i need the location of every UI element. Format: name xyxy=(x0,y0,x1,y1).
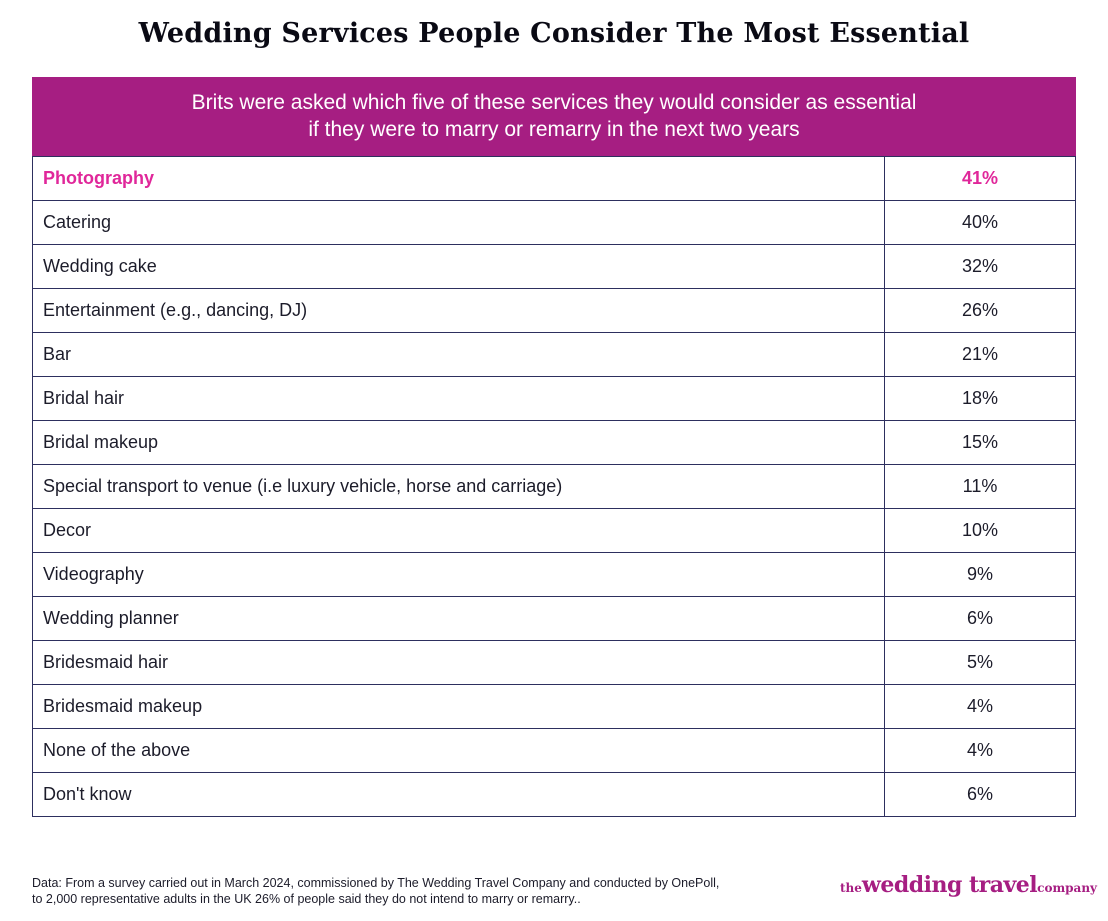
row-value: 26% xyxy=(884,288,1076,333)
row-value: 41% xyxy=(884,156,1076,201)
row-value: 6% xyxy=(884,596,1076,641)
table-row: Don't know 6% xyxy=(32,772,1076,817)
row-value: 4% xyxy=(884,684,1076,729)
table-row: Decor 10% xyxy=(32,508,1076,553)
row-label: Catering xyxy=(32,200,885,245)
row-value: 11% xyxy=(884,464,1076,509)
table-row: Videography 9% xyxy=(32,552,1076,597)
row-label: Bridal makeup xyxy=(32,420,885,465)
table-row: Bar 21% xyxy=(32,332,1076,377)
table-row: None of the above 4% xyxy=(32,728,1076,773)
table-row: Wedding cake 32% xyxy=(32,244,1076,289)
table-row: Bridal hair 18% xyxy=(32,376,1076,421)
row-label: Photography xyxy=(32,156,885,201)
banner-line-1: Brits were asked which five of these ser… xyxy=(191,91,917,114)
brand-logo: thewedding travelcompany xyxy=(840,872,1097,902)
table-banner: Brits were asked which five of these ser… xyxy=(32,77,1076,156)
row-label: Bridesmaid hair xyxy=(32,640,885,685)
row-label: Wedding cake xyxy=(32,244,885,289)
table-row: Special transport to venue (i.e luxury v… xyxy=(32,464,1076,509)
row-value: 40% xyxy=(884,200,1076,245)
row-label: Entertainment (e.g., dancing, DJ) xyxy=(32,288,885,333)
survey-table: Brits were asked which five of these ser… xyxy=(32,77,1076,846)
table-row: Bridal makeup 15% xyxy=(32,420,1076,465)
row-value: 6% xyxy=(884,772,1076,817)
row-value: 18% xyxy=(884,376,1076,421)
logo-main: wedding travel xyxy=(861,872,1038,898)
data-table: Photography 41% Catering 40% Wedding cake 32%… xyxy=(32,156,1076,817)
row-label: Wedding planner xyxy=(32,596,885,641)
row-label: Bridal hair xyxy=(32,376,885,421)
row-label: Special transport to venue (i.e luxury v… xyxy=(32,464,885,509)
row-label: Don't know xyxy=(32,772,885,817)
footnote-line-2: to 2,000 representative adults in the UK… xyxy=(32,892,581,906)
banner-line-2: if they were to marry or remarry in the … xyxy=(308,118,800,141)
row-value: 32% xyxy=(884,244,1076,289)
row-label: Videography xyxy=(32,552,885,597)
table-body: Photography 41% Catering 40% Wedding cake 32%… xyxy=(32,156,1076,817)
row-value: 15% xyxy=(884,420,1076,465)
table-row: Bridesmaid makeup 4% xyxy=(32,684,1076,729)
table-row: Bridesmaid hair 5% xyxy=(32,640,1076,685)
source-footnote: Data: From a survey carried out in March… xyxy=(32,875,792,907)
logo-prefix: the xyxy=(840,881,862,895)
row-label: Bar xyxy=(32,332,885,377)
row-value: 10% xyxy=(884,508,1076,553)
table-row: Wedding planner 6% xyxy=(32,596,1076,641)
footnote-line-1: Data: From a survey carried out in March… xyxy=(32,876,720,890)
table-row: Photography 41% xyxy=(32,156,1076,201)
row-label: Bridesmaid makeup xyxy=(32,684,885,729)
row-value: 5% xyxy=(884,640,1076,685)
logo-suffix: company xyxy=(1037,881,1098,895)
row-value: 21% xyxy=(884,332,1076,377)
table-row: Entertainment (e.g., dancing, DJ) 26% xyxy=(32,288,1076,333)
row-value: 4% xyxy=(884,728,1076,773)
row-label: None of the above xyxy=(32,728,885,773)
row-label: Decor xyxy=(32,508,885,553)
row-value: 9% xyxy=(884,552,1076,597)
table-row: Catering 40% xyxy=(32,200,1076,245)
chart-title: Wedding Services People Consider The Mos… xyxy=(138,18,970,49)
